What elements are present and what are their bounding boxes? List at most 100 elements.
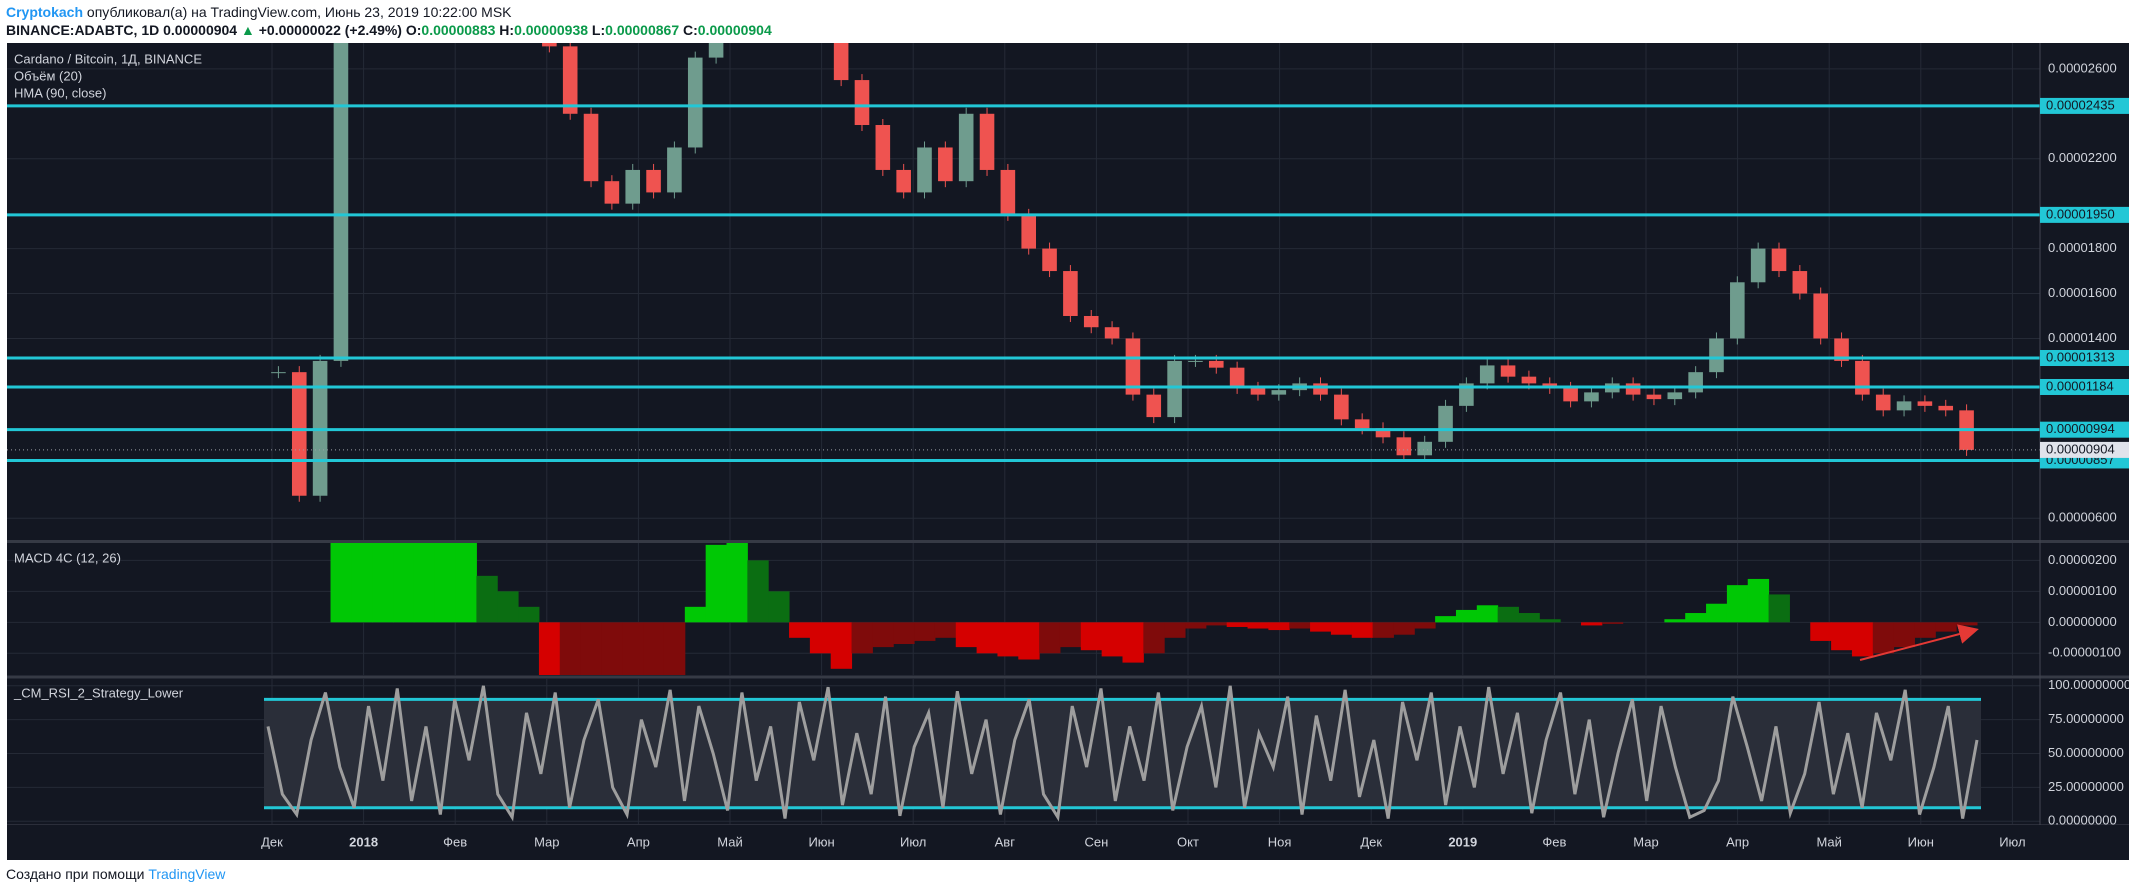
- candle: [1875, 394, 1891, 411]
- x-tick-label: Дек: [261, 834, 283, 849]
- macd-bar: [1581, 622, 1603, 626]
- x-tick-label: Ноя: [1268, 834, 1292, 849]
- footer-text: Создано при помощи: [6, 866, 145, 882]
- macd-bar: [351, 543, 373, 623]
- background: [7, 43, 2129, 825]
- h-label: H:: [499, 22, 515, 38]
- candle: [938, 147, 953, 182]
- candle: [1313, 383, 1328, 395]
- candle: [1375, 428, 1391, 438]
- candle: [1021, 214, 1037, 249]
- candle: [958, 113, 974, 182]
- macd-bar: [1914, 622, 1936, 638]
- level-label: 0.00000994: [2046, 421, 2115, 436]
- macd-bar: [476, 575, 498, 623]
- macd-bar: [809, 622, 832, 654]
- macd-bar: [1330, 622, 1353, 635]
- rsi-line: [266, 685, 1979, 822]
- y-tick-label: 50.00000000: [2048, 745, 2124, 760]
- macd-bar: [1872, 622, 1895, 654]
- author[interactable]: Cryptokach: [6, 4, 84, 20]
- level-label-bg: [2040, 421, 2129, 438]
- candle: [1104, 327, 1120, 339]
- candle: [1438, 405, 1453, 442]
- candle: [1896, 401, 1912, 411]
- macd-bar: [1726, 585, 1749, 623]
- candle: [1479, 365, 1495, 384]
- footer: Создано при помощи TradingView: [6, 866, 225, 882]
- level-label: 0.00001313: [2046, 349, 2115, 364]
- macd-bar: [1080, 622, 1103, 651]
- macd-bar: [663, 622, 686, 675]
- time-axis: [7, 825, 2129, 860]
- macd-bar: [1414, 622, 1436, 629]
- macd-bar: [893, 622, 915, 645]
- x-tick-label: Апр: [1726, 834, 1749, 849]
- macd-bar: [643, 622, 665, 675]
- trend-arrow: [1859, 624, 1979, 661]
- candle: [1083, 315, 1099, 328]
- macd-bar: [1810, 622, 1832, 641]
- last-price-label: 0.00000904: [2046, 441, 2115, 456]
- symbol: BINANCE:ADABTC, 1D: [6, 22, 160, 38]
- candle: [667, 147, 682, 193]
- x-tick-label: 2019: [1448, 834, 1477, 849]
- macd-bar: [705, 544, 728, 623]
- candle: [1188, 360, 1203, 362]
- y-tick-label: 0.00000000: [2048, 614, 2117, 629]
- macd-bar: [1185, 622, 1207, 629]
- candle: [1042, 248, 1057, 272]
- macd-bar: [559, 622, 582, 675]
- macd-bar: [1143, 622, 1165, 654]
- macd-bar: [997, 622, 1019, 657]
- candle: [1500, 365, 1516, 377]
- candle: [1730, 282, 1745, 339]
- level-label: 0.00001950: [2046, 206, 2115, 221]
- x-tick-label: Сен: [1084, 834, 1108, 849]
- candle: [1813, 293, 1828, 339]
- candle: [1125, 338, 1141, 395]
- candle: [917, 147, 932, 193]
- x-tick-label: Окт: [1177, 834, 1199, 849]
- c: 0.00000904: [697, 22, 772, 38]
- macd-bar: [1518, 613, 1540, 623]
- macd-bar: [1956, 622, 1978, 626]
- candle: [1855, 360, 1870, 395]
- x-tick-label: Июн: [1908, 834, 1934, 849]
- macd-bar: [1768, 594, 1790, 623]
- footer-brand[interactable]: TradingView: [148, 866, 226, 882]
- legend-volume: Объём (20): [14, 68, 82, 83]
- macd-bar: [830, 622, 853, 669]
- y-tick-label: 75.00000000: [2048, 711, 2124, 726]
- candle: [1271, 390, 1287, 395]
- candle: [1459, 383, 1474, 406]
- macd-bar: [1476, 605, 1499, 623]
- macd-bar: [1247, 622, 1269, 629]
- macd-bar: [851, 622, 873, 654]
- macd-bar: [518, 606, 540, 623]
- macd-bar: [330, 543, 352, 623]
- x-tick-label: Мар: [534, 834, 559, 849]
- macd-bar: [1497, 606, 1519, 623]
- macd-bar: [1747, 578, 1770, 623]
- y-tick-label: 0.00001800: [2048, 240, 2117, 255]
- arrow: ▲: [240, 22, 255, 38]
- l-label: L:: [591, 22, 606, 38]
- published: опубликовал(а) на TradingView.com, Июнь …: [86, 4, 512, 20]
- chart: Cardano / Bitcoin, 1Д, BINANCE Объём (20…: [7, 43, 2129, 860]
- o-label: O:: [405, 22, 422, 38]
- candle: [1417, 441, 1432, 456]
- candle: [271, 372, 286, 374]
- candle: [708, 43, 724, 58]
- candle: [1938, 405, 1954, 411]
- candle: [896, 169, 911, 193]
- o: 0.00000883: [421, 22, 496, 38]
- last-price-bg: [2040, 441, 2129, 458]
- y-tick-label: 0.00002600: [2048, 60, 2117, 75]
- x-tick-label: Июл: [900, 834, 926, 849]
- level-label-bg: [2040, 97, 2129, 114]
- macd-bar: [1268, 622, 1290, 631]
- candle: [1667, 392, 1683, 400]
- macd-bar: [538, 622, 561, 675]
- main-title: Cardano / Bitcoin, 1Д, BINANCE: [14, 51, 202, 66]
